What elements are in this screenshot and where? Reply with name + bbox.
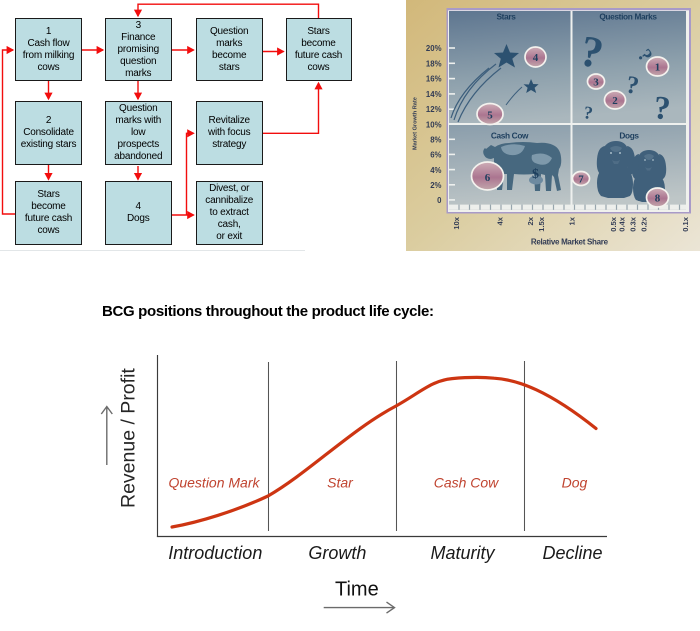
svg-text:Dogs: Dogs bbox=[619, 131, 639, 141]
svg-text:16%: 16% bbox=[426, 75, 442, 84]
svg-text:Decline: Decline bbox=[542, 543, 602, 563]
svg-text:Cash Cow: Cash Cow bbox=[491, 131, 529, 141]
svg-text:6: 6 bbox=[485, 172, 491, 184]
svg-text:8: 8 bbox=[655, 193, 661, 205]
svg-text:2x: 2x bbox=[526, 216, 535, 225]
svg-text:0.3x: 0.3x bbox=[629, 216, 638, 232]
svg-text:18%: 18% bbox=[426, 59, 442, 68]
svg-text:1x: 1x bbox=[568, 216, 577, 225]
svg-text:Growth: Growth bbox=[308, 543, 366, 563]
svg-text:Relative Market Share: Relative Market Share bbox=[531, 238, 609, 247]
svg-text:Time: Time bbox=[335, 579, 379, 601]
svg-text:Maturity: Maturity bbox=[430, 543, 495, 563]
svg-text:Introduction: Introduction bbox=[168, 543, 262, 563]
svg-text:6%: 6% bbox=[430, 151, 441, 160]
svg-text:8%: 8% bbox=[430, 136, 441, 145]
svg-text:Question Mark: Question Mark bbox=[168, 475, 260, 491]
svg-text:Dog: Dog bbox=[562, 475, 588, 491]
svg-text:Cash Cow: Cash Cow bbox=[434, 475, 499, 491]
svg-text:20%: 20% bbox=[426, 44, 442, 53]
svg-text:4x: 4x bbox=[496, 216, 505, 225]
svg-text:2: 2 bbox=[612, 95, 618, 107]
svg-text:Star: Star bbox=[327, 475, 354, 491]
svg-text:7: 7 bbox=[578, 174, 584, 186]
svg-text:?: ? bbox=[624, 71, 641, 100]
svg-text:0.1x: 0.1x bbox=[681, 216, 690, 232]
svg-text:0.4x: 0.4x bbox=[618, 216, 627, 232]
svg-text:5: 5 bbox=[487, 110, 493, 122]
svg-text:1.5x: 1.5x bbox=[537, 216, 546, 232]
svg-text:10%: 10% bbox=[426, 120, 442, 129]
svg-text:1: 1 bbox=[655, 62, 661, 74]
svg-text:0: 0 bbox=[437, 196, 442, 205]
svg-text:10x: 10x bbox=[452, 216, 461, 229]
svg-text:?: ? bbox=[652, 90, 672, 127]
svg-text:4: 4 bbox=[533, 52, 539, 64]
svg-text:Question Marks: Question Marks bbox=[599, 12, 657, 22]
svg-text:Revenue / Profit: Revenue / Profit bbox=[118, 368, 140, 508]
svg-text:3: 3 bbox=[593, 77, 599, 89]
svg-text:0.5x: 0.5x bbox=[609, 216, 618, 232]
svg-text:4%: 4% bbox=[430, 166, 441, 175]
svg-text:0.2x: 0.2x bbox=[639, 216, 648, 232]
svg-text:Stars: Stars bbox=[496, 12, 516, 22]
svg-text:2%: 2% bbox=[430, 181, 441, 190]
svg-text:$: $ bbox=[532, 167, 539, 182]
svg-text:?: ? bbox=[582, 102, 594, 123]
svg-text:12%: 12% bbox=[426, 105, 442, 114]
svg-text:Market Growth Rate: Market Growth Rate bbox=[413, 97, 419, 150]
svg-text:14%: 14% bbox=[426, 90, 442, 99]
